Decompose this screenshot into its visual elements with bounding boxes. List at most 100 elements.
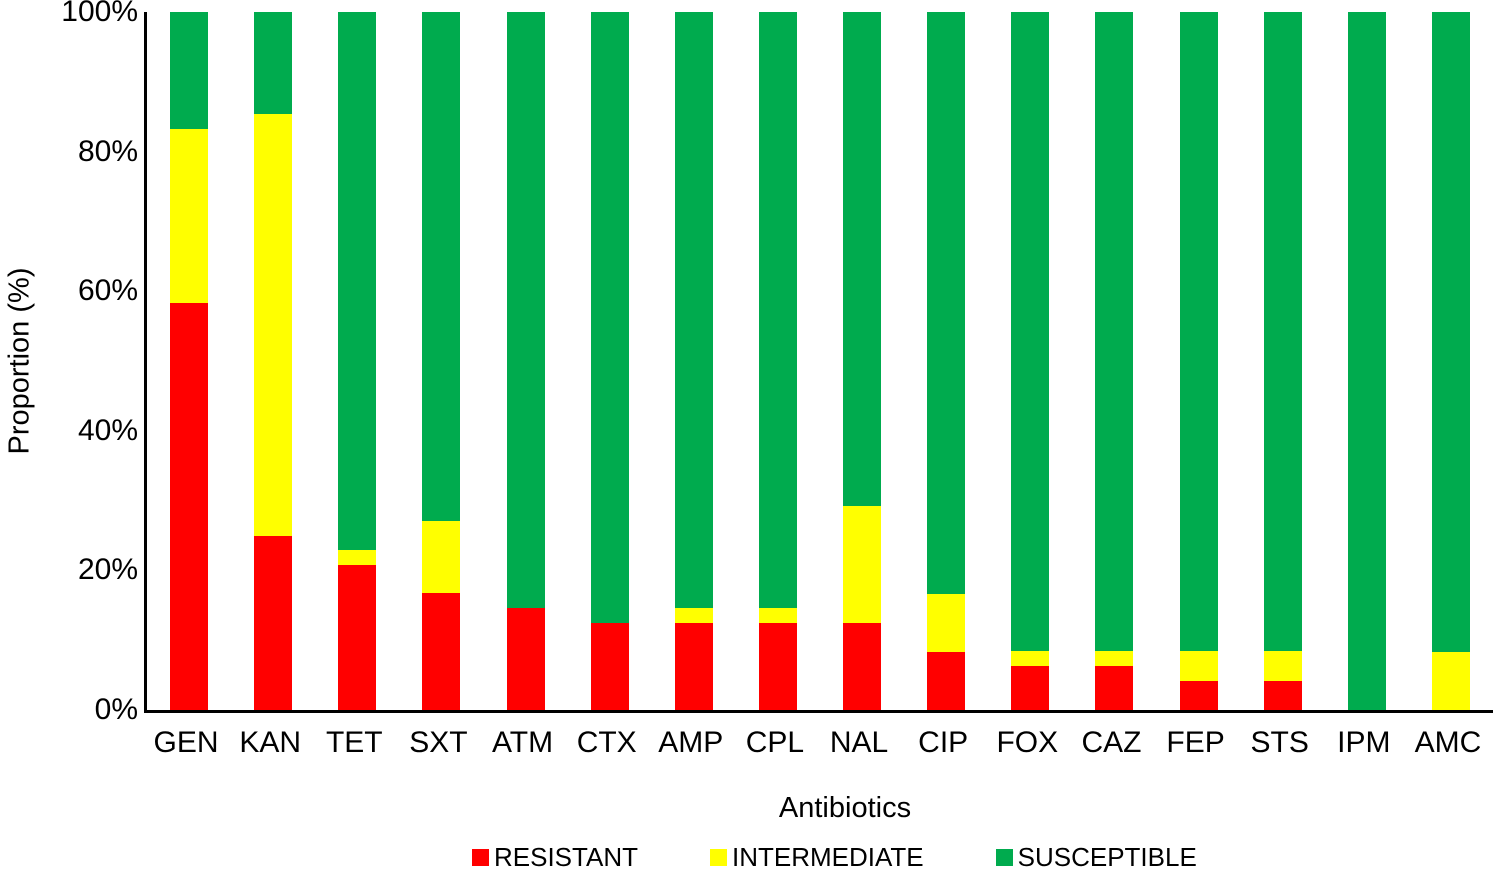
bar-segment-susceptible [422,12,461,521]
stacked-bar-tet [338,12,377,710]
bar-segment-intermediate [674,608,713,623]
category-label-ctx: CTX [576,726,637,759]
category-label-amp: AMP [658,726,724,759]
legend: RESISTANT INTERMEDIATE SUSCEPTIBLE [472,842,1197,873]
bar-slot-tet [315,12,399,710]
bar-segment-susceptible [674,12,713,609]
bar-segment-susceptible [927,12,966,595]
category-label-amc: AMC [1414,726,1482,759]
bar-segment-susceptible [1095,12,1134,652]
bar-slot-fep [1157,12,1241,710]
bar-segment-resistant [422,593,461,710]
bar-segment-susceptible [1263,12,1302,652]
stacked-bar-amc [1431,12,1470,710]
category-label-cip: CIP [918,726,969,759]
stacked-bar-atm [506,12,545,710]
bar-segment-resistant [674,622,713,710]
bar-segment-intermediate [1179,651,1218,681]
category-label-caz: CAZ [1081,726,1142,759]
stacked-bar-gen [170,12,209,710]
legend-item-susceptible: SUSCEPTIBLE [995,842,1197,873]
category-label-cpl: CPL [745,726,805,759]
bar-segment-resistant [1011,666,1050,710]
category-label-nal: NAL [829,726,889,759]
bar-slot-cip [904,12,988,710]
legend-item-intermediate: INTERMEDIATE [709,842,924,873]
legend-label: RESISTANT [494,842,638,872]
category-label-fep: FEP [1166,726,1225,759]
legend-swatch-susceptible [995,849,1013,866]
bar-segment-susceptible [758,12,797,609]
bar-slot-fox [988,12,1072,710]
category-label-ipm: IPM [1337,726,1391,759]
y-tick-label: 20% [77,553,138,587]
bar-segment-resistant [758,622,797,710]
stacked-bar-ipm [1347,12,1386,710]
x-axis-title: Antibiotics [778,792,912,824]
y-tick-label: 60% [77,274,138,308]
y-tick-label: 100% [61,0,138,28]
y-tick-label: 40% [77,413,138,447]
category-label-sxt: SXT [409,726,468,759]
bar-segment-susceptible [1011,12,1050,652]
stacked-bar-ctx [590,12,629,710]
bar-segment-intermediate [1431,652,1470,710]
stacked-bar-nal [843,12,882,710]
bar-segment-intermediate [1263,651,1302,681]
stacked-bar-amp [674,12,713,710]
legend-swatch-resistant [472,849,489,866]
bar-segment-resistant [927,652,966,710]
category-label-sts: STS [1250,726,1309,759]
bar-segment-resistant [1179,680,1218,710]
category-label-gen: GEN [153,726,219,759]
bar-segment-resistant [1095,666,1134,710]
bar-segment-resistant [590,622,629,710]
bar-slot-kan [231,12,315,710]
bar-segment-resistant [170,303,209,710]
bar-slot-ipm [1325,12,1409,710]
bar-segment-intermediate [1095,651,1134,667]
bar-slot-cpl [736,12,820,710]
bar-segment-intermediate [254,113,293,536]
stacked-bar-cip [927,12,966,710]
bar-segment-resistant [338,564,377,710]
bar-segment-intermediate [422,520,461,594]
legend-label: SUSCEPTIBLE [1017,842,1197,872]
stacked-bar-fox [1011,12,1050,710]
category-label-fox: FOX [996,726,1059,759]
bar-segment-susceptible [590,12,629,623]
bar-segment-susceptible [170,12,209,129]
stacked-bar-sts [1263,12,1302,710]
bar-slot-amp [652,12,736,710]
plot-area [144,12,1493,713]
bar-segment-susceptible [1179,12,1218,652]
stacked-bar-fep [1179,12,1218,710]
bar-segment-intermediate [338,550,377,565]
bar-segment-susceptible [1347,12,1386,710]
bar-segment-intermediate [927,594,966,653]
legend-label: INTERMEDIATE [731,842,924,872]
bar-segment-intermediate [758,608,797,623]
stacked-bar-cpl [758,12,797,710]
bar-segment-susceptible [254,12,293,114]
category-label-kan: KAN [239,726,302,759]
category-label-tet: TET [325,726,383,759]
legend-swatch-intermediate [709,849,727,866]
bar-slot-caz [1072,12,1156,710]
stacked-bar-kan [254,12,293,710]
bar-segment-susceptible [506,12,545,609]
bar-segment-intermediate [843,506,882,623]
y-tick-label: 80% [77,134,138,168]
x-axis-category-labels: GEN KAN TET SXT ATM CTX AMP CPL NAL CIP FOX CAZ FEP S… [144,726,1490,760]
bar-segment-resistant [506,608,545,710]
bar-segment-susceptible [843,12,882,507]
bar-slot-ctx [568,12,652,710]
bar-segment-resistant [254,535,293,710]
bar-segment-susceptible [338,12,377,551]
bar-segment-intermediate [170,128,209,304]
bar-segment-intermediate [1011,651,1050,667]
bar-segment-susceptible [1431,12,1470,653]
y-tick-label: 0% [94,693,138,726]
bar-slot-gen [147,12,231,710]
